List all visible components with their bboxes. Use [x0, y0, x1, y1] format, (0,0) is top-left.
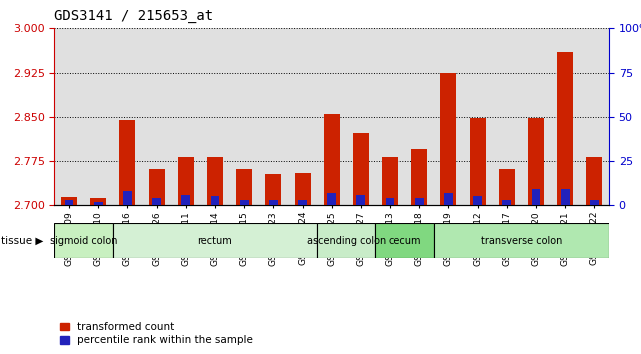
- Bar: [531, 189, 540, 205]
- Text: cecum: cecum: [388, 236, 421, 246]
- Bar: [178, 157, 194, 205]
- Bar: [557, 52, 573, 205]
- Bar: [434, 223, 609, 258]
- Bar: [113, 223, 317, 258]
- Bar: [470, 118, 486, 205]
- Bar: [528, 118, 544, 205]
- Bar: [376, 223, 434, 258]
- Bar: [269, 200, 278, 205]
- Bar: [211, 196, 219, 205]
- Text: sigmoid colon: sigmoid colon: [50, 236, 117, 246]
- Bar: [240, 200, 249, 205]
- Text: rectum: rectum: [197, 236, 233, 246]
- Bar: [123, 191, 132, 205]
- Bar: [587, 157, 603, 205]
- Bar: [207, 157, 223, 205]
- Bar: [181, 195, 190, 205]
- Bar: [61, 197, 77, 205]
- Text: transverse colon: transverse colon: [481, 236, 562, 246]
- Bar: [94, 202, 103, 205]
- Bar: [294, 173, 310, 205]
- Bar: [328, 193, 336, 205]
- Bar: [503, 200, 512, 205]
- Bar: [561, 189, 570, 205]
- Bar: [356, 195, 365, 205]
- Legend: transformed count, percentile rank within the sample: transformed count, percentile rank withi…: [60, 322, 253, 345]
- Bar: [444, 193, 453, 205]
- Bar: [236, 169, 252, 205]
- Bar: [473, 196, 482, 205]
- Bar: [317, 223, 376, 258]
- Bar: [412, 149, 428, 205]
- Bar: [119, 120, 135, 205]
- Bar: [353, 133, 369, 205]
- Bar: [265, 174, 281, 205]
- Text: ascending colon: ascending colon: [306, 236, 386, 246]
- Bar: [152, 198, 161, 205]
- Bar: [90, 198, 106, 205]
- Bar: [65, 200, 74, 205]
- Bar: [324, 114, 340, 205]
- Bar: [386, 198, 394, 205]
- Bar: [54, 223, 113, 258]
- Bar: [499, 169, 515, 205]
- Bar: [415, 198, 424, 205]
- Bar: [149, 169, 165, 205]
- Text: GDS3141 / 215653_at: GDS3141 / 215653_at: [54, 9, 213, 23]
- Bar: [382, 157, 398, 205]
- Bar: [590, 200, 599, 205]
- Text: tissue ▶: tissue ▶: [1, 236, 44, 246]
- Bar: [440, 73, 456, 205]
- Bar: [298, 200, 307, 205]
